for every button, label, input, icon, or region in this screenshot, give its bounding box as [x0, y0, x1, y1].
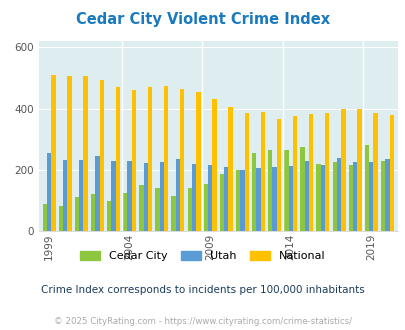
Bar	[320, 165, 324, 231]
Bar	[228, 107, 232, 231]
Bar	[164, 86, 168, 231]
Bar	[115, 86, 120, 231]
Bar	[352, 162, 356, 231]
Bar	[292, 116, 296, 231]
Bar	[315, 164, 320, 231]
Bar	[79, 160, 83, 231]
Bar	[380, 161, 384, 231]
Bar	[256, 168, 260, 231]
Bar	[91, 194, 95, 231]
Bar	[132, 90, 136, 231]
Bar	[187, 188, 192, 231]
Bar	[244, 113, 248, 231]
Bar	[308, 114, 313, 231]
Bar	[276, 119, 280, 231]
Bar	[47, 153, 51, 231]
Bar	[260, 112, 264, 231]
Bar	[67, 76, 72, 231]
Bar	[127, 161, 132, 231]
Bar	[43, 204, 47, 231]
Bar	[341, 109, 345, 231]
Bar	[288, 166, 292, 231]
Bar	[235, 170, 240, 231]
Bar	[75, 197, 79, 231]
Bar	[51, 75, 55, 231]
Bar	[356, 110, 361, 231]
Bar	[147, 87, 152, 231]
Bar	[300, 147, 304, 231]
Bar	[180, 89, 184, 231]
Bar	[63, 160, 67, 231]
Bar	[389, 115, 393, 231]
Bar	[212, 99, 216, 231]
Bar	[171, 196, 175, 231]
Bar	[304, 161, 308, 231]
Bar	[95, 156, 99, 231]
Bar	[332, 162, 336, 231]
Bar	[155, 188, 159, 231]
Bar	[240, 170, 244, 231]
Bar	[267, 150, 272, 231]
Bar	[196, 92, 200, 231]
Bar	[139, 185, 143, 231]
Bar	[123, 193, 127, 231]
Bar	[83, 76, 87, 231]
Text: Cedar City Violent Crime Index: Cedar City Violent Crime Index	[76, 12, 329, 26]
Bar	[384, 159, 389, 231]
Bar	[368, 162, 373, 231]
Text: Crime Index corresponds to incidents per 100,000 inhabitants: Crime Index corresponds to incidents per…	[41, 285, 364, 295]
Bar	[107, 201, 111, 231]
Bar	[364, 145, 368, 231]
Bar	[284, 150, 288, 231]
Bar	[143, 163, 147, 231]
Bar	[159, 162, 164, 231]
Bar	[373, 114, 377, 231]
Bar	[336, 157, 341, 231]
Bar	[324, 113, 329, 231]
Text: © 2025 CityRating.com - https://www.cityrating.com/crime-statistics/: © 2025 CityRating.com - https://www.city…	[54, 317, 351, 326]
Bar	[175, 159, 180, 231]
Bar	[111, 161, 115, 231]
Bar	[207, 165, 212, 231]
Bar	[58, 206, 63, 231]
Bar	[252, 153, 256, 231]
Bar	[99, 80, 104, 231]
Legend: Cedar City, Utah, National: Cedar City, Utah, National	[76, 246, 329, 266]
Bar	[219, 174, 224, 231]
Bar	[192, 164, 196, 231]
Bar	[272, 167, 276, 231]
Bar	[224, 167, 228, 231]
Bar	[348, 165, 352, 231]
Bar	[203, 183, 207, 231]
